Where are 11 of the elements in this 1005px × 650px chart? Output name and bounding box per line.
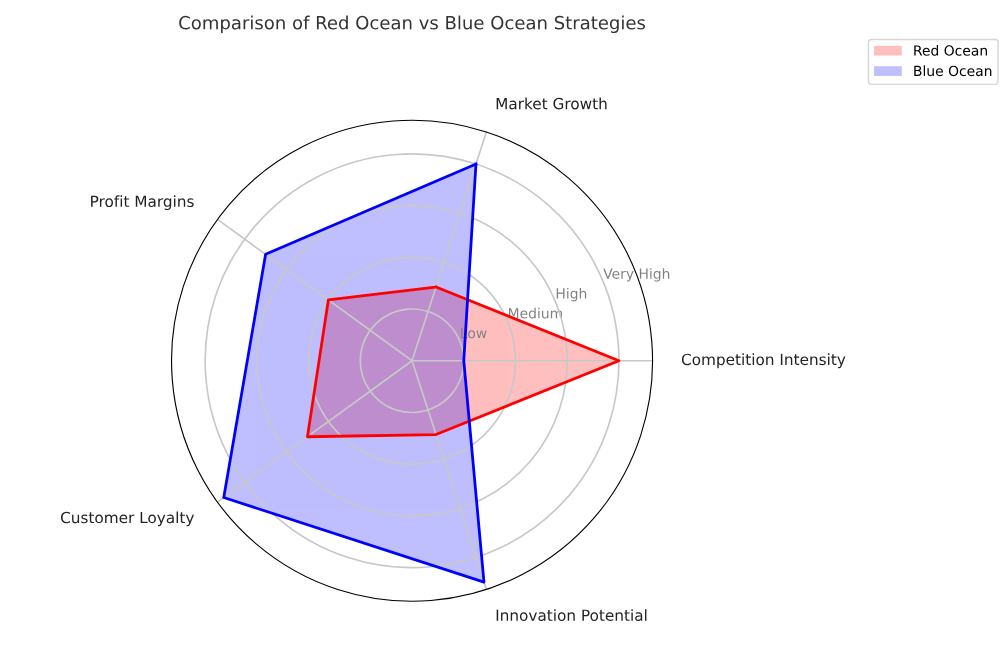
legend-label: Red Ocean — [914, 45, 987, 56]
y-tick-label: Medium — [508, 307, 562, 319]
spoke-label: Competition Intensity — [681, 353, 846, 369]
spoke-label: Profit Margins — [91, 195, 194, 211]
legend-label: Blue Ocean — [914, 65, 992, 77]
spoke-label: Innovation Potential — [496, 609, 647, 621]
spoke-label: Market Growth — [496, 97, 607, 110]
y-tick-label: High — [556, 287, 587, 302]
spoke-label: Customer Loyalty — [60, 511, 194, 527]
y-tick-label: Very High — [603, 268, 670, 282]
chart-title: Comparison of Red Ocean vs Blue Ocean Strategies — [179, 15, 646, 33]
